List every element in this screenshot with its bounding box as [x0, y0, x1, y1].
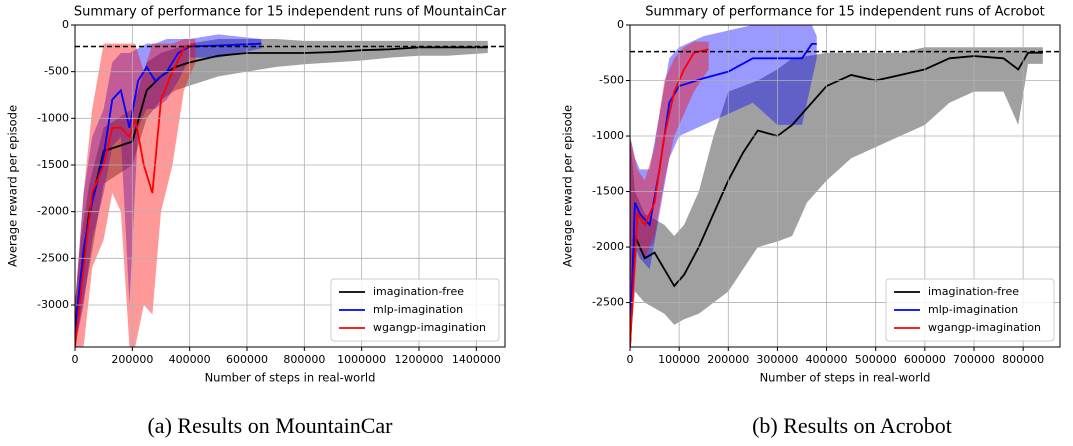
- legend-label: imagination-free: [373, 285, 464, 298]
- x-tick-label: 600000: [904, 353, 946, 366]
- x-tick-label: 0: [627, 353, 634, 366]
- error-band: [75, 34, 262, 347]
- caption: (b) Results on Acrobot: [752, 413, 952, 438]
- legend-label: imagination-free: [928, 285, 1019, 298]
- y-tick-label: -1500: [592, 185, 624, 198]
- axes-frame: [74, 24, 506, 348]
- series-line: [75, 46, 488, 329]
- y-tick-label: -2500: [37, 251, 69, 264]
- y-axis-label: Average reward per episode: [561, 105, 575, 267]
- series-line: [75, 42, 262, 334]
- x-tick-label: 300000: [756, 353, 798, 366]
- plot-area: [630, 25, 1043, 347]
- x-tick-label: 200000: [707, 353, 749, 366]
- error-band: [630, 25, 817, 347]
- x-tick-label: 500000: [855, 353, 897, 366]
- x-tick-label: 0: [72, 353, 79, 366]
- x-tick-label: 800000: [283, 353, 325, 366]
- y-tick-label: -1000: [37, 111, 69, 124]
- y-tick-label: -2000: [37, 205, 69, 218]
- y-axis-label: Average reward per episode: [6, 105, 20, 267]
- x-axis-label: Number of steps in real-world: [205, 371, 376, 385]
- y-tick-label: -1000: [592, 129, 624, 142]
- y-tick-label: -2000: [592, 240, 624, 253]
- x-tick-label: 1200000: [395, 353, 444, 366]
- plot-area: [75, 34, 488, 347]
- x-tick-label: 100000: [658, 353, 700, 366]
- chart-title: Summary of performance for 15 independen…: [74, 5, 507, 20]
- y-tick-label: 0: [617, 18, 624, 31]
- axes-frame: [629, 24, 1061, 348]
- x-tick-label: 400000: [806, 353, 848, 366]
- y-tick-label: -500: [44, 65, 69, 78]
- error-band: [630, 47, 1043, 347]
- x-tick-label: 800000: [1002, 353, 1044, 366]
- x-tick-label: 700000: [953, 353, 995, 366]
- legend-box: [330, 278, 500, 342]
- x-tick-label: 200000: [111, 353, 153, 366]
- y-tick-label: -1500: [37, 158, 69, 171]
- error-band: [75, 39, 196, 347]
- chart-title: Summary of performance for 15 independen…: [645, 5, 1045, 20]
- legend-label: mlp-imagination: [373, 303, 463, 316]
- x-tick-label: 1400000: [452, 353, 501, 366]
- y-tick-label: -500: [599, 74, 624, 87]
- legend-label: mlp-imagination: [928, 303, 1018, 316]
- legend-box: [885, 278, 1055, 342]
- y-tick-label: -3000: [37, 298, 69, 311]
- series-line: [630, 42, 817, 347]
- y-tick-label: -2500: [592, 296, 624, 309]
- x-tick-label: 600000: [226, 353, 268, 366]
- caption: (a) Results on MountainCar: [147, 413, 393, 438]
- series-line: [630, 51, 1043, 347]
- y-tick-label: 0: [62, 18, 69, 31]
- legend-label: wgangp-imagination: [928, 321, 1041, 334]
- x-axis-label: Number of steps in real-world: [760, 371, 931, 385]
- x-tick-label: 400000: [169, 353, 211, 366]
- x-tick-label: 1000000: [337, 353, 386, 366]
- legend-label: wgangp-imagination: [373, 321, 486, 334]
